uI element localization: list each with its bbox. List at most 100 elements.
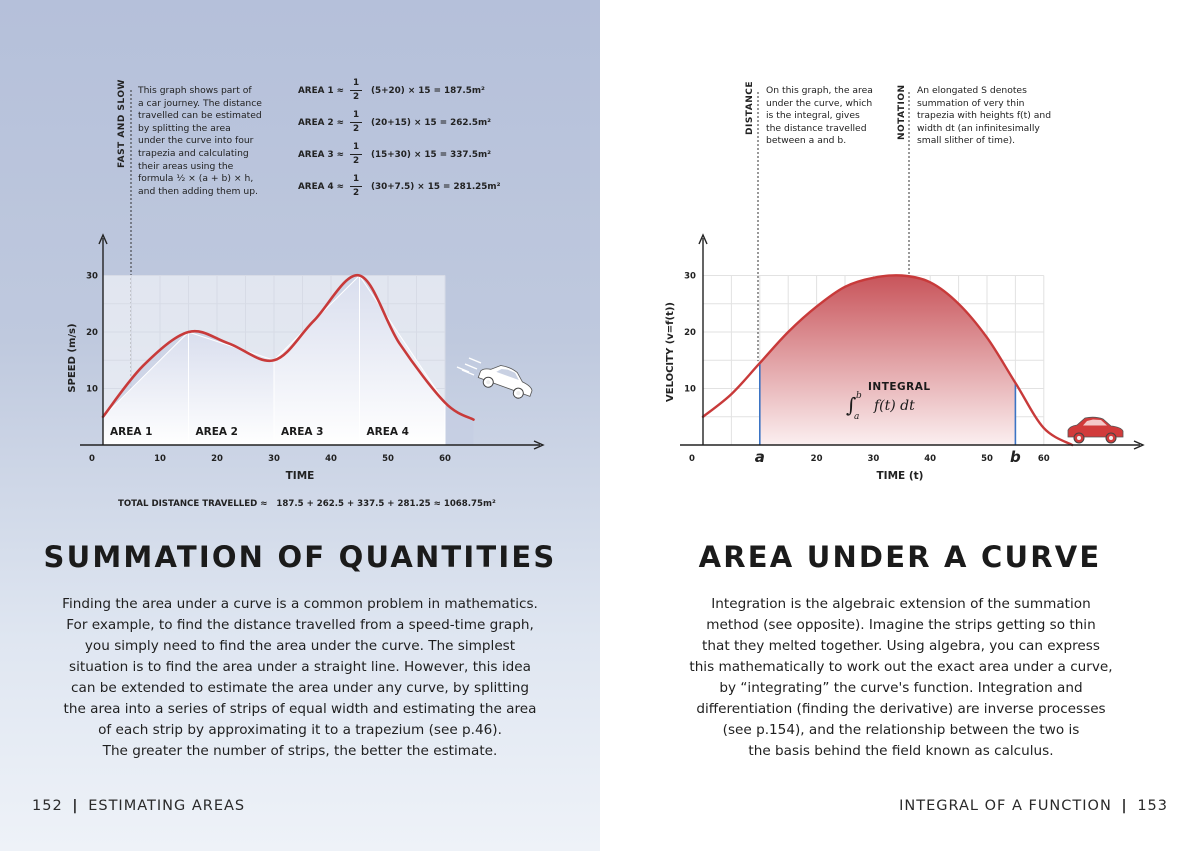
footer-title: ESTIMATING AREAS — [88, 798, 246, 814]
intro-line: travelled can be estimated — [138, 110, 262, 122]
y-tick-label: 10 — [684, 385, 696, 395]
fraction-numerator: 1 — [352, 78, 360, 88]
velocity-time-chart: 0 a 20 30 40 50 b 60 10 20 30 TIME (t) VELOCITY (v=f… — [665, 92, 1145, 482]
x-tick-label: 10 — [154, 454, 166, 464]
body-line: Finding the area under a curve is a comm… — [62, 596, 538, 612]
motion-line — [461, 369, 475, 376]
page-number: 153 — [1137, 798, 1168, 814]
y-axis-title: SPEED (m/s) — [67, 323, 78, 392]
body-line: The greater the number of strips, the be… — [102, 743, 498, 759]
x-axis-arrow-icon — [1133, 440, 1145, 450]
speed-curve — [101, 274, 475, 421]
intro-line: formula ½ × (a + b) × h, — [138, 173, 254, 185]
fraction-denominator: 2 — [352, 124, 360, 134]
left-page: FAST AND SLOW This graph shows part of a… — [0, 0, 600, 851]
x-tick-label: 40 — [325, 454, 337, 464]
footer-title: INTEGRAL OF A FUNCTION — [899, 798, 1112, 814]
body-line: method (see opposite). Imagine the strip… — [706, 617, 1096, 633]
right-body-text: Integration is the algebraic extension o… — [656, 594, 1146, 762]
x-tick-label: 50 — [981, 454, 993, 464]
motion-line — [468, 357, 482, 364]
formula-label: AREA 2 ≈ — [298, 118, 345, 128]
x-tick-label: 40 — [924, 454, 936, 464]
integral-label: INTEGRAL — [868, 381, 931, 393]
x-axis-title: TIME — [286, 470, 315, 482]
body-line: can be extended to estimate the area und… — [71, 680, 529, 696]
note-line: An elongated S denotes — [917, 85, 1027, 96]
intro-line: by splitting the area — [138, 122, 231, 134]
y-tick-label: 10 — [86, 385, 98, 395]
note-line: between a and b. — [766, 135, 847, 147]
body-line: For example, to find the distance travel… — [66, 617, 534, 633]
y-tick-label: 30 — [684, 272, 696, 282]
x-axis-title: TIME (t) — [877, 470, 924, 482]
integral-lower-limit: a — [854, 412, 860, 422]
trapezium-label: AREA 2 — [196, 426, 238, 438]
fraction-numerator: 1 — [352, 110, 360, 120]
body-line: differentiation (finding the derivative)… — [696, 701, 1106, 717]
x-tick-label: 0 — [689, 454, 695, 464]
note-line: width dt (an infinitesimally — [917, 122, 1040, 134]
x-tick-label: 50 — [382, 454, 394, 464]
y-tick-label: 20 — [684, 328, 696, 338]
x-tick-label: 60 — [1038, 454, 1050, 464]
left-intro-text: This graph shows part of a car journey. … — [138, 85, 278, 198]
intro-line: This graph shows part of — [138, 85, 252, 96]
footer-separator: | — [72, 798, 79, 814]
body-line: the basis behind the field known as calc… — [748, 743, 1054, 759]
left-callout-line — [130, 90, 132, 420]
integral-area — [759, 275, 1016, 445]
intro-line: trapezia and calculating — [138, 147, 249, 159]
y-axis-title: VELOCITY (v=f(t)) — [665, 302, 676, 402]
formula-label: AREA 1 ≈ — [298, 86, 345, 96]
left-footer: 152 | ESTIMATING AREAS — [32, 798, 245, 814]
intro-line: under the curve into four — [138, 135, 254, 147]
integral-upper-limit: b — [856, 391, 862, 401]
integral-sign-icon: ∫ — [846, 393, 857, 417]
body-line: you simply need to find the area under t… — [84, 638, 516, 654]
notation-note: An elongated S denotes summation of very… — [917, 85, 1087, 148]
footer-separator: | — [1121, 798, 1128, 814]
y-axis-arrow-icon — [698, 233, 708, 245]
car-icon — [477, 365, 533, 399]
note-line: small slither of time). — [917, 135, 1016, 147]
formula-expression: (30+7.5) × 15 = 281.25m² — [371, 182, 501, 192]
x-tick-label: b — [1010, 448, 1021, 466]
fraction-numerator: 1 — [352, 174, 360, 184]
x-tick-label: 20 — [211, 454, 223, 464]
formula-expression: (5+20) × 15 = 187.5m² — [371, 86, 485, 96]
fraction-numerator: 1 — [352, 142, 360, 152]
total-distance-text: TOTAL DISTANCE TRAVELLED ≈ 187.5 + 262.5… — [118, 499, 496, 509]
velocity-curve — [701, 274, 1074, 447]
body-line: this mathematically to work out the exac… — [689, 659, 1113, 675]
fraction-denominator: 2 — [352, 188, 360, 198]
x-tick-label: 20 — [811, 454, 823, 464]
x-tick-label: a — [755, 448, 765, 466]
speed-time-chart: AREA 1 AREA 2 AREA 3 AREA 4 0 10 20 30 40 50 60 10 2… — [67, 233, 545, 482]
motion-line — [464, 363, 478, 370]
note-line: the distance travelled — [766, 122, 867, 134]
right-footer: INTEGRAL OF A FUNCTION | 153 — [899, 798, 1168, 814]
integral-expression: ∫ b a f(t) dt — [846, 391, 966, 423]
trapezium-label: AREA 1 — [110, 426, 152, 438]
body-line: by “integrating” the curve's function. I… — [719, 680, 1083, 696]
body-line: of each strip by approximating it to a t… — [98, 722, 502, 738]
fraction-denominator: 2 — [352, 92, 360, 102]
intro-line: and then adding them up. — [138, 185, 258, 197]
intro-line: their areas using the — [138, 160, 234, 172]
y-axis-arrow-icon — [98, 233, 108, 245]
note-line: is the integral, gives — [766, 110, 860, 122]
distance-note: On this graph, the area under the curve,… — [766, 85, 886, 148]
body-line: (see p.154), and the relationship betwee… — [722, 722, 1080, 738]
x-tick-label: 30 — [268, 454, 280, 464]
y-tick-label: 30 — [86, 272, 98, 282]
note-line: summation of very thin — [917, 97, 1025, 109]
car-icon — [1067, 416, 1124, 444]
trapezium-label: AREA 4 — [367, 426, 409, 438]
left-page-heading: SUMMATION OF QUANTITIES — [43, 540, 557, 574]
x-axis-arrow-icon — [533, 440, 545, 450]
